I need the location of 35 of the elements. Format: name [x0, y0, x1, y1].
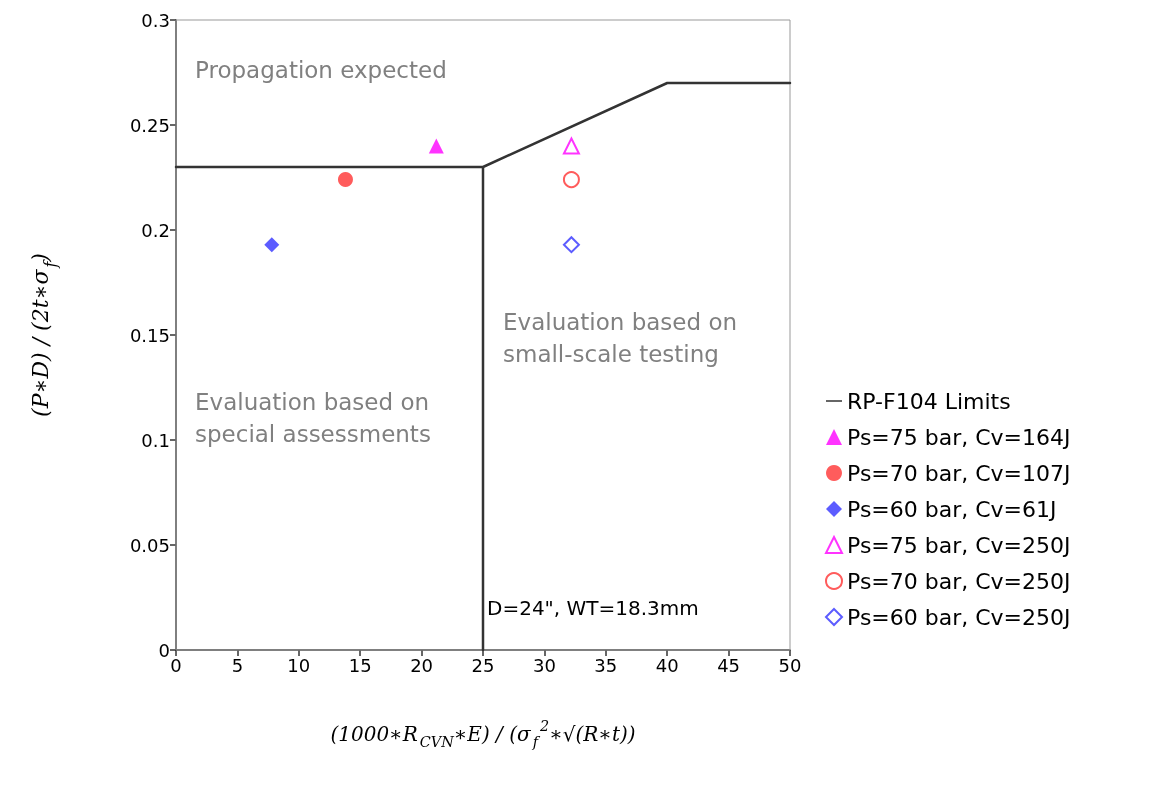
x-tick-label: 20	[410, 654, 434, 676]
point	[562, 137, 580, 155]
legend-label: Ps=70 bar, Cv=250J	[847, 568, 1071, 594]
y-tick-label: 0.1	[141, 429, 170, 451]
x-tick-label: 25	[471, 654, 495, 676]
point	[264, 237, 280, 253]
annotation: D=24", WT=18.3mm	[487, 596, 699, 620]
x-tick-label: 40	[655, 654, 679, 676]
y-tick-label: 0.15	[129, 324, 170, 346]
x-tick-label: 50	[778, 654, 802, 676]
y-tick-label: 0.25	[129, 114, 170, 136]
annotation: Propagation expected	[195, 57, 447, 83]
point	[337, 172, 353, 188]
legend-label: Ps=75 bar, Cv=164J	[847, 424, 1071, 450]
point	[562, 236, 580, 254]
x-tick-label: 10	[287, 654, 311, 676]
x-tick-label: 45	[717, 654, 741, 676]
x-tick-label: 5	[231, 654, 244, 676]
legend-label: Ps=75 bar, Cv=250J	[847, 532, 1071, 558]
annotation: Evaluation based on special assessments	[195, 388, 437, 448]
x-tick-label: 30	[532, 654, 556, 676]
y-tick-label: 0	[158, 639, 170, 661]
legend-label: Ps=60 bar, Cv=61J	[847, 496, 1057, 522]
y-tick-label: 0.05	[129, 534, 170, 556]
legend-label: Ps=60 bar, Cv=250J	[847, 604, 1071, 630]
legend-label: RP-F104 Limits	[847, 388, 1011, 414]
x-tick-label: 15	[348, 654, 372, 676]
point	[562, 171, 580, 189]
point	[428, 138, 444, 154]
x-tick-label: 35	[594, 654, 618, 676]
x-axis-title: (1000∗R$_{CVN}$∗E) / (σ$_{f}$$^{2}$∗√(R∗t))	[330, 718, 636, 750]
annotation: Evaluation based on small-scale testing	[503, 308, 745, 368]
y-tick-label: 0.3	[141, 9, 170, 31]
legend-label: Ps=70 bar, Cv=107J	[847, 460, 1071, 486]
y-tick-label: 0.2	[141, 219, 170, 241]
